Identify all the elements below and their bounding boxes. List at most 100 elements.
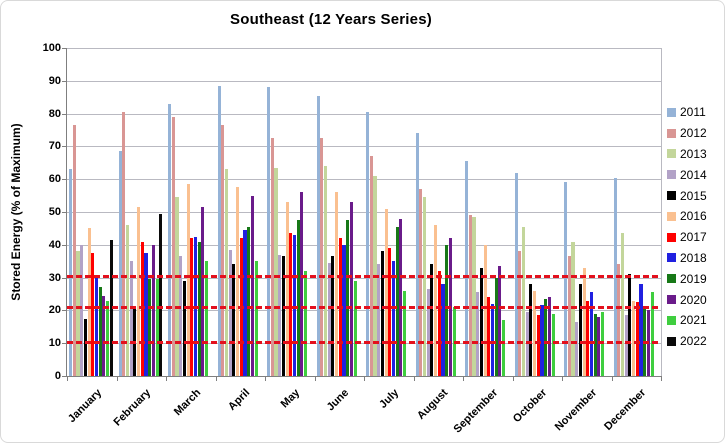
chart-title: Southeast (12 Years Series) [230, 11, 432, 28]
bar-2016-december [632, 300, 636, 376]
bar-2017-january [91, 253, 95, 376]
legend-item-2016: 2016 [667, 206, 707, 227]
bar-2022-february [159, 213, 163, 376]
y-tick-label: 80 [48, 107, 61, 120]
y-tick-mark [62, 179, 67, 181]
bar-2015-july [380, 251, 384, 376]
bar-2011-july [366, 111, 370, 376]
legend-swatch-2014 [667, 170, 676, 180]
gridline [67, 179, 661, 181]
legend-swatch-2011 [667, 107, 676, 117]
bar-2012-january [72, 125, 76, 376]
legend-swatch-2018 [667, 253, 676, 263]
legend-label-2012: 2012 [680, 126, 707, 141]
bar-2017-october [536, 315, 540, 376]
bar-2012-march [171, 116, 175, 376]
bar-2013-june [323, 166, 327, 376]
bar-2019-may [296, 220, 300, 376]
bar-2015-april [232, 264, 236, 376]
y-tick-mark [62, 146, 67, 148]
bar-2013-october [521, 226, 525, 376]
bar-2011-may [267, 87, 271, 376]
y-tick-mark [62, 244, 67, 246]
bar-2021-may [304, 271, 308, 376]
bar-2021-march [205, 261, 209, 376]
bar-2020-september [498, 266, 502, 376]
legend-item-2015: 2015 [667, 185, 707, 206]
bar-2011-march [168, 103, 172, 376]
bar-2015-may [281, 256, 285, 376]
legend-swatch-2022 [667, 336, 676, 346]
bar-2020-february [151, 244, 155, 376]
legend-label-2020: 2020 [680, 292, 707, 307]
bar-2016-august [434, 225, 438, 376]
legend-label-2011: 2011 [680, 105, 706, 120]
plot-right-border [661, 48, 662, 376]
bar-2012-april [221, 125, 225, 376]
bar-2019-january [98, 287, 102, 376]
bar-2015-december [628, 274, 632, 376]
bar-2014-december [624, 315, 628, 376]
bar-2020-april [250, 195, 254, 376]
y-tick-label: 60 [48, 173, 61, 186]
x-tick-mark [215, 376, 217, 381]
y-tick-mark [62, 212, 67, 213]
bar-2018-june [342, 244, 346, 376]
bar-2018-november [589, 292, 594, 376]
bar-2014-november [575, 321, 579, 376]
legend-item-2011: 2011 [667, 102, 707, 123]
bar-2016-march [186, 184, 190, 376]
x-tick-mark [116, 376, 118, 381]
x-tick-mark [67, 376, 68, 381]
x-tick-mark [562, 376, 563, 381]
bar-2020-november [597, 316, 601, 376]
bar-2018-april [243, 230, 247, 376]
bar-2021-july [403, 290, 407, 376]
bar-2020-march [201, 207, 205, 376]
y-tick-mark [62, 80, 67, 82]
bar-2018-july [391, 261, 396, 376]
y-tick-mark [62, 376, 67, 377]
y-tick-label: 10 [48, 337, 61, 350]
x-tick-mark [512, 376, 514, 381]
gridline [67, 244, 661, 246]
x-tick-mark [463, 376, 464, 381]
legend-item-2017: 2017 [667, 227, 707, 248]
x-tick-mark [166, 376, 167, 381]
bar-2019-september [494, 277, 498, 376]
legend-swatch-2017 [667, 232, 676, 242]
bar-2013-september [472, 216, 476, 376]
x-axis-label-january: January [65, 386, 104, 426]
bar-2018-august [441, 284, 445, 376]
bar-2016-november [582, 267, 586, 376]
bar-2014-august [426, 289, 430, 376]
bar-2018-may [292, 234, 297, 376]
bar-2013-august [422, 197, 426, 376]
legend-item-2018: 2018 [667, 248, 707, 269]
bar-2012-july [369, 156, 373, 376]
bar-2014-june [327, 262, 331, 376]
bar-2014-july [377, 264, 381, 376]
legend-label-2022: 2022 [680, 334, 707, 349]
x-tick-mark [661, 376, 662, 381]
y-axis-title: Stored Energy (% of Maximum) [9, 123, 23, 301]
y-tick-label: 90 [48, 74, 61, 87]
x-tick-mark [364, 376, 365, 381]
gridline [67, 310, 661, 312]
y-tick-mark [62, 113, 67, 115]
legend-label-2019: 2019 [680, 271, 707, 286]
reference-line-10.5 [67, 340, 661, 344]
gridline [67, 80, 661, 82]
bar-2016-july [384, 208, 388, 376]
legend-label-2013: 2013 [680, 146, 707, 161]
bar-2015-january [83, 318, 87, 376]
bar-2020-may [300, 192, 304, 376]
bar-2020-june [349, 202, 353, 376]
reference-line-30.5 [67, 274, 661, 278]
x-axis-line [66, 376, 661, 377]
bar-2018-september [490, 303, 495, 376]
bar-2016-april [236, 187, 240, 376]
bar-2015-august [430, 264, 434, 376]
legend-label-2015: 2015 [680, 188, 707, 203]
bar-2014-february [129, 261, 133, 376]
